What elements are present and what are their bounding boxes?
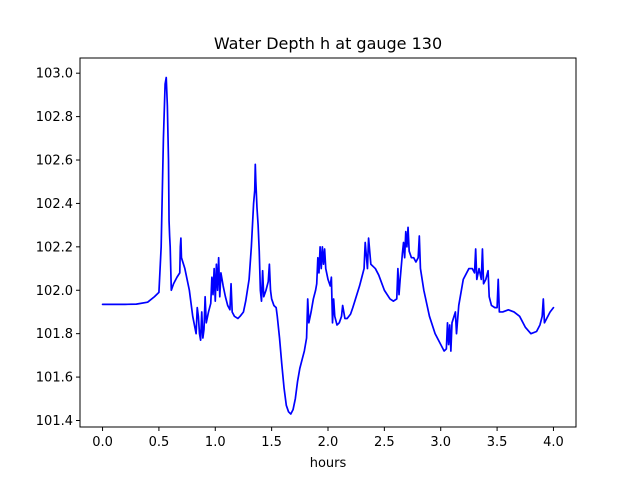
x-tick-label: 2.0: [318, 435, 339, 450]
x-tick-label: 3.0: [430, 435, 451, 450]
x-tick-label: 1.0: [205, 435, 226, 450]
plot-area: [101, 76, 555, 415]
x-tick-label: 0.5: [149, 435, 170, 450]
x-tick-label: 3.5: [487, 435, 508, 450]
x-tick-label: 1.5: [261, 435, 282, 450]
y-tick-label: 103.0: [36, 67, 73, 82]
y-tick-label: 102.8: [36, 110, 73, 125]
y-tick-label: 102.2: [36, 240, 73, 255]
x-tick-label: 2.5: [374, 435, 395, 450]
chart-title: Water Depth h at gauge 130: [214, 34, 442, 53]
x-axis-label: hours: [310, 456, 347, 471]
y-tick-label: 101.6: [36, 371, 73, 386]
x-axis: 0.0 0.5 1.0 1.5 2.0 2.5 3.0 3.5 4.0: [92, 427, 564, 450]
y-tick-label: 102.0: [36, 284, 73, 299]
series-line: [101, 76, 555, 415]
y-tick-label: 102.4: [36, 197, 73, 212]
y-tick-label: 101.8: [36, 327, 73, 342]
x-tick-label: 4.0: [543, 435, 564, 450]
y-axis: 101.4 101.6 101.8 102.0 102.2 102.4 102.6 102.8…: [36, 67, 80, 429]
y-tick-label: 101.4: [36, 414, 73, 429]
x-tick-label: 0.0: [92, 435, 113, 450]
y-tick-label: 102.6: [36, 154, 73, 169]
